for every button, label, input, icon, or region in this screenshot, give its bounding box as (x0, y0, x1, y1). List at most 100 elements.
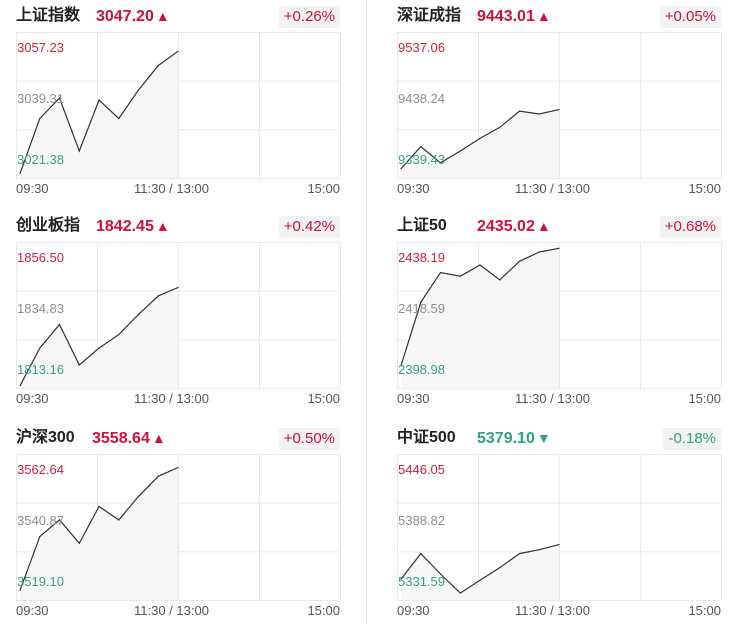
x-start-label: 09:30 (397, 391, 430, 406)
price-point (400, 365, 402, 367)
y-mid-label: 5388.82 (398, 513, 445, 528)
change-badge: +0.26% (278, 6, 340, 28)
index-panel-szse-component[interactable]: 深证成指 9443.01 ▲ +0.05% 9537.06 9438.24 9339.… (397, 6, 722, 196)
price-point (157, 295, 159, 297)
price-point (39, 536, 41, 538)
price-point (558, 247, 560, 249)
index-price: 1842.45 ▲ (96, 216, 170, 237)
index-name[interactable]: 上证指数 (16, 7, 81, 24)
change-badge: +0.50% (278, 428, 340, 450)
price-point (499, 126, 501, 128)
price-point (98, 347, 100, 349)
price-point (518, 553, 521, 555)
index-panel-sse-composite[interactable]: 上证指数 3047.20 ▲ +0.26% 3057.23 3039.31 3021.… (16, 6, 341, 196)
up-arrow-icon: ▲ (155, 8, 170, 24)
y-mid-label: 9438.24 (398, 91, 445, 106)
price-value: 5379.10 (477, 430, 535, 447)
price-point (400, 168, 402, 170)
index-panel-chinext[interactable]: 创业板指 1842.45 ▲ +0.42% 1856.50 1834.83 1813.… (16, 216, 341, 406)
price-point (157, 475, 159, 477)
price-area-fill (401, 109, 559, 178)
intraday-chart[interactable] (397, 454, 722, 601)
up-arrow-icon: ▲ (151, 430, 166, 446)
y-high-label: 3057.23 (17, 40, 64, 55)
up-arrow-icon: ▲ (536, 218, 551, 234)
x-mid-label: 11:30 / 13:00 (515, 181, 590, 196)
index-panel-csi-300[interactable]: 沪深300 3558.64 ▲ +0.50% 3562.64 3540.87 3519… (16, 428, 341, 618)
price-point (39, 117, 41, 120)
index-price: 3558.64 ▲ (92, 428, 166, 449)
index-name[interactable]: 中证500 (397, 429, 456, 446)
price-area-fill (401, 248, 559, 388)
price-value: 2435.02 (477, 218, 535, 235)
price-area-fill (20, 51, 178, 178)
price-point (538, 549, 540, 551)
x-end-label: 15:00 (688, 391, 721, 406)
price-value: 1842.45 (96, 218, 154, 235)
index-price: 2435.02 ▲ (477, 216, 551, 237)
x-end-label: 15:00 (307, 181, 340, 196)
y-low-label: 2398.98 (398, 362, 445, 377)
up-arrow-icon: ▲ (536, 8, 551, 24)
price-point (499, 567, 501, 569)
down-arrow-icon: ▼ (536, 430, 551, 446)
y-low-label: 1813.16 (17, 362, 64, 377)
price-point (78, 542, 80, 544)
price-point (439, 573, 442, 575)
y-mid-label: 3039.31 (17, 91, 64, 106)
x-start-label: 09:30 (16, 391, 49, 406)
intraday-chart[interactable] (397, 242, 722, 389)
index-name[interactable]: 创业板指 (16, 217, 81, 234)
price-point (58, 323, 61, 326)
y-mid-label: 2418.59 (398, 301, 445, 316)
x-start-label: 09:30 (16, 603, 49, 618)
price-point (177, 466, 179, 469)
price-point (538, 113, 540, 115)
index-name[interactable]: 上证50 (397, 217, 447, 234)
intraday-chart[interactable] (16, 32, 341, 179)
price-point (98, 99, 100, 101)
price-value: 3047.20 (96, 8, 154, 25)
price-value: 9443.01 (477, 8, 535, 25)
intraday-chart[interactable] (397, 32, 722, 179)
price-area-fill (20, 287, 178, 388)
price-point (499, 279, 501, 281)
price-point (177, 286, 179, 289)
column-divider (366, 0, 367, 624)
y-high-label: 3562.64 (17, 462, 64, 477)
price-area-fill (401, 544, 559, 600)
price-point (19, 172, 21, 174)
index-name[interactable]: 沪深300 (16, 429, 75, 446)
price-point (420, 301, 422, 303)
price-point (58, 519, 61, 521)
x-mid-label: 11:30 / 13:00 (515, 603, 590, 618)
price-point (558, 109, 560, 111)
y-high-label: 1856.50 (17, 250, 64, 265)
price-point (518, 110, 521, 112)
change-badge: +0.42% (278, 216, 340, 238)
x-mid-label: 11:30 / 13:00 (515, 391, 590, 406)
y-low-label: 3519.10 (17, 574, 64, 589)
x-mid-label: 11:30 / 13:00 (134, 603, 209, 618)
index-name[interactable]: 深证成指 (397, 7, 462, 24)
x-mid-label: 11:30 / 13:00 (134, 391, 209, 406)
index-panel-csi-500[interactable]: 中证500 5379.10 ▼ -0.18% 5446.05 5388.82 5331… (397, 428, 722, 618)
price-point (78, 364, 80, 366)
y-high-label: 9537.06 (398, 40, 445, 55)
index-price: 5379.10 ▼ (477, 428, 551, 449)
price-point (98, 505, 100, 507)
price-point (157, 64, 159, 67)
price-point (459, 592, 461, 594)
price-point (479, 579, 481, 581)
y-high-label: 2438.19 (398, 250, 445, 265)
intraday-chart[interactable] (16, 242, 341, 389)
price-point (479, 137, 481, 139)
y-mid-label: 1834.83 (17, 301, 64, 316)
intraday-chart[interactable] (16, 454, 341, 601)
price-point (19, 385, 21, 387)
index-panel-sse-50[interactable]: 上证50 2435.02 ▲ +0.68% 2438.19 2418.59 2398.… (397, 216, 722, 406)
y-mid-label: 3540.87 (17, 513, 64, 528)
x-end-label: 15:00 (307, 391, 340, 406)
price-point (439, 271, 442, 274)
price-value: 3558.64 (92, 430, 150, 447)
